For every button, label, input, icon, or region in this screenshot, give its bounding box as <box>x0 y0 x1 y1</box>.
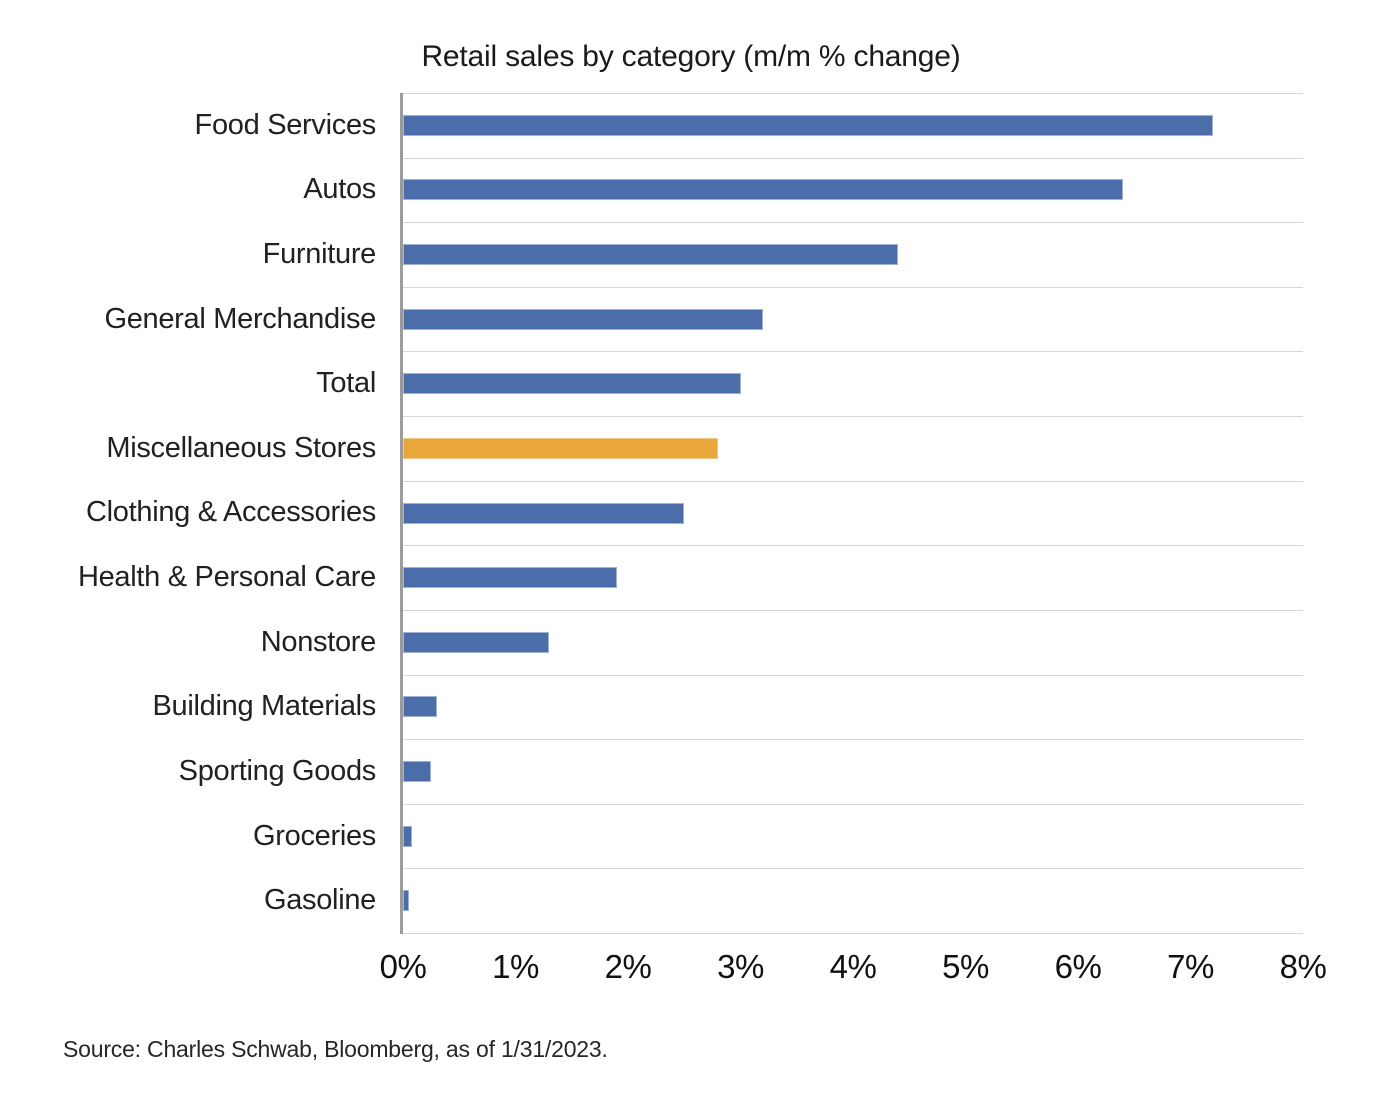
category-label-sporting-goods: Sporting Goods <box>178 754 377 787</box>
gridline <box>403 675 1303 676</box>
source-note: Source: Charles Schwab, Bloomberg, as of… <box>63 1036 608 1062</box>
x-tick-3: 3% <box>717 948 764 985</box>
category-label-furniture: Furniture <box>262 238 377 271</box>
category-label-nonstore: Nonstore <box>260 625 377 658</box>
x-tick-0: 0% <box>379 948 427 985</box>
x-tick-7: 7% <box>1167 948 1214 985</box>
category-label-groceries: Groceries <box>253 819 376 852</box>
gridline <box>403 804 1303 805</box>
gridline <box>403 287 1303 288</box>
bar-autos <box>403 179 1123 201</box>
bar-gasoline <box>403 890 409 912</box>
x-axis: 0% 1% 2% 3% 4% 5% 6% 7% 8% <box>0 948 1382 992</box>
bar-health-personal-care <box>403 567 617 589</box>
plot-area <box>400 93 1303 934</box>
gridline <box>403 868 1303 869</box>
x-tick-8: 8% <box>1279 948 1327 985</box>
bar-nonstore <box>403 631 550 653</box>
category-label-total: Total <box>316 367 376 400</box>
category-label-food-services: Food Services <box>194 108 377 141</box>
bar-general-merchandise <box>403 308 763 330</box>
category-axis: Food Services Autos Furniture General Merch… <box>0 93 376 933</box>
x-tick-6: 6% <box>1054 948 1102 985</box>
category-label-building-materials: Building Materials <box>152 690 377 723</box>
category-label-general-merchandise: General Merchandise <box>104 302 376 335</box>
bar-food-services <box>403 114 1213 136</box>
bar-building-materials <box>403 696 437 718</box>
gridline <box>403 351 1303 352</box>
gridline <box>403 610 1303 611</box>
gridline <box>403 933 1303 934</box>
bar-sporting-goods <box>403 760 432 782</box>
gridline <box>403 739 1303 740</box>
bar-miscellaneous-stores <box>403 437 718 459</box>
category-label-miscellaneous-stores: Miscellaneous Stores <box>106 431 376 464</box>
gridline <box>403 158 1303 159</box>
bar-total <box>403 373 741 395</box>
gridline <box>403 416 1303 417</box>
y-axis-line <box>400 93 403 934</box>
gridline <box>403 222 1303 223</box>
gridline <box>403 481 1303 482</box>
x-tick-2: 2% <box>604 948 652 985</box>
category-label-gasoline: Gasoline <box>263 884 376 917</box>
x-tick-4: 4% <box>829 948 877 985</box>
x-tick-5: 5% <box>942 948 989 985</box>
gridline <box>403 93 1303 94</box>
category-label-health-personal-care: Health & Personal Care <box>77 561 376 594</box>
bar-clothing-accessories <box>403 502 685 524</box>
bar-groceries <box>403 825 412 847</box>
x-tick-1: 1% <box>492 948 539 985</box>
gridline <box>403 545 1303 546</box>
bar-furniture <box>403 244 898 266</box>
chart-title: Retail sales by category (m/m % change) <box>421 40 961 73</box>
category-label-clothing-accessories: Clothing & Accessories <box>86 496 376 529</box>
category-label-autos: Autos <box>303 173 376 206</box>
